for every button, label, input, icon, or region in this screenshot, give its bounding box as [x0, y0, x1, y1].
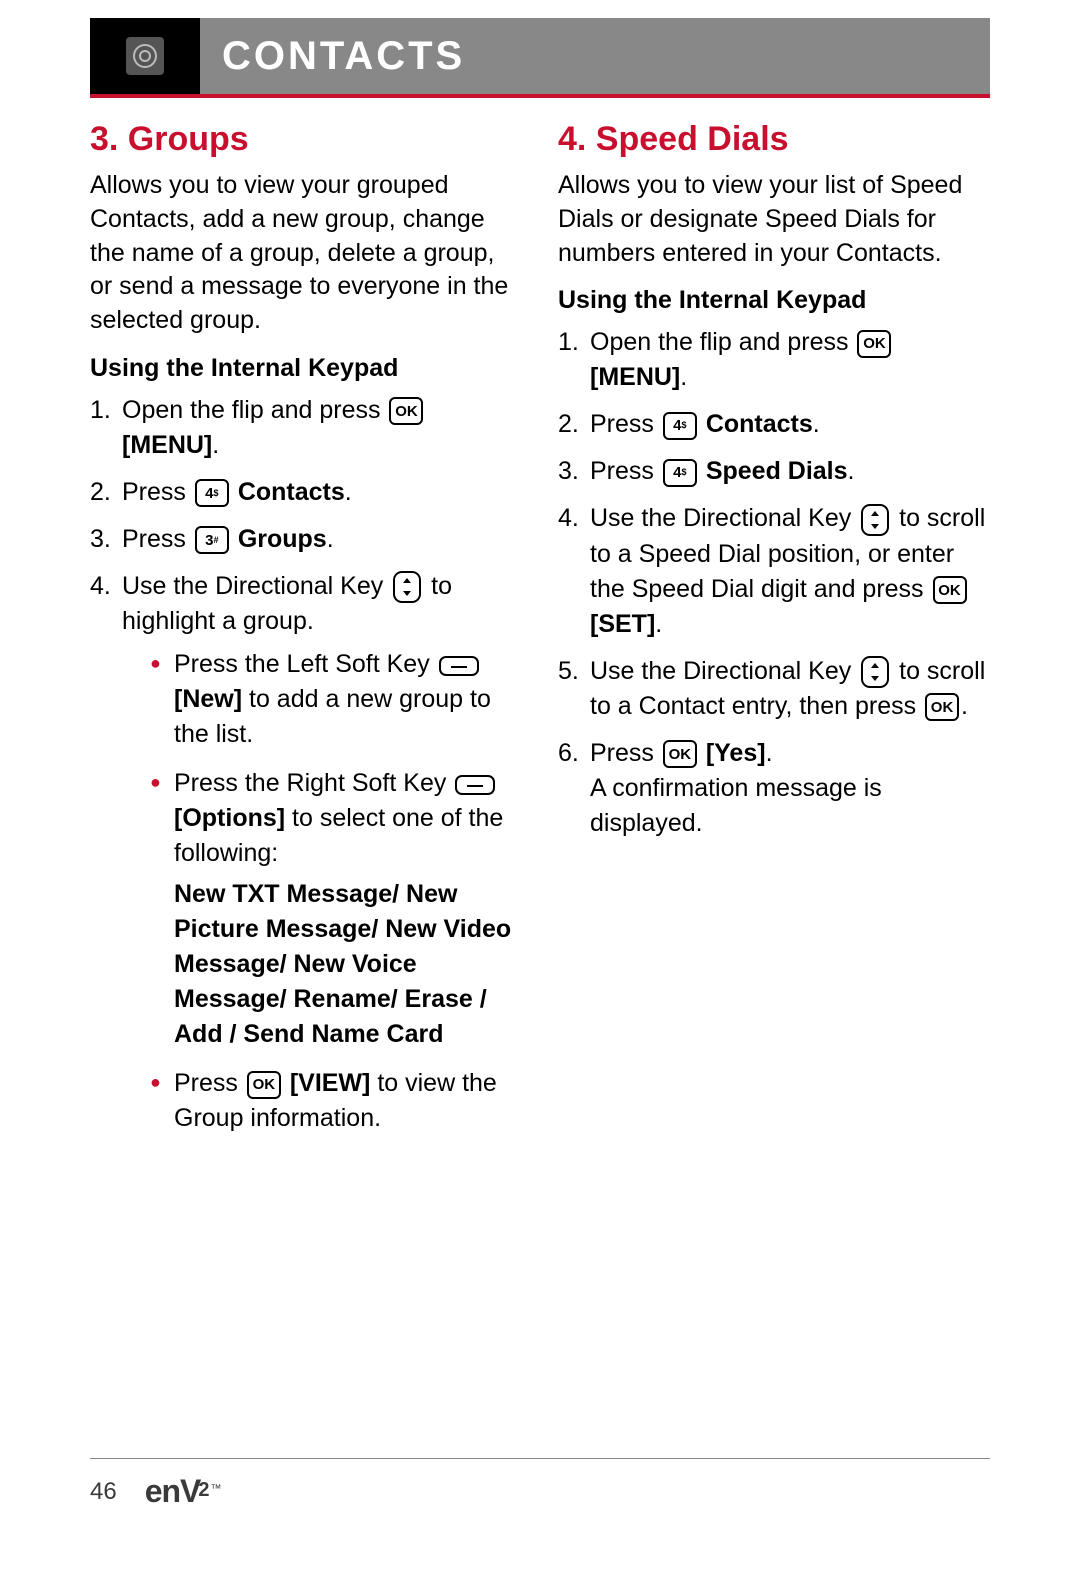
- key-4-icon: 4$: [663, 412, 697, 440]
- key-4-icon: 4$: [195, 479, 229, 507]
- right-soft-key-icon: [455, 775, 495, 795]
- directional-key-icon: [860, 655, 890, 689]
- bullet-text: Press the Right Soft Key: [174, 769, 453, 797]
- period: .: [961, 692, 968, 720]
- ok-key-icon: OK: [933, 576, 967, 604]
- step-item: Use the Directional Key to scroll to a S…: [558, 501, 990, 641]
- menu-label: [MENU]: [122, 431, 212, 459]
- set-label: [SET]: [590, 610, 655, 638]
- bullet-item: Press OK [VIEW] to view the Group inform…: [150, 1066, 522, 1136]
- period: .: [813, 410, 820, 438]
- section-heading-groups: 3. Groups: [90, 120, 522, 159]
- period: .: [212, 431, 219, 459]
- step-item: Press 4$ Speed Dials.: [558, 454, 990, 489]
- brand-part: en: [145, 1473, 180, 1510]
- step-item: Open the flip and press OK [MENU].: [558, 325, 990, 395]
- header-icon-block: [90, 18, 200, 94]
- step-item: Use the Directional Key to scroll to a C…: [558, 654, 990, 724]
- step-text: Press: [590, 739, 661, 767]
- steps-list-left: Open the flip and press OK [MENU]. Press…: [90, 393, 522, 1136]
- bullet-text: Press the Left Soft Key: [174, 650, 437, 678]
- steps-list-right: Open the flip and press OK [MENU]. Press…: [558, 325, 990, 841]
- contacts-app-icon: [126, 37, 164, 75]
- step-item: Open the flip and press OK [MENU].: [90, 393, 522, 463]
- bullet-item: Press the Left Soft Key [New] to add a n…: [150, 647, 522, 752]
- period: .: [680, 363, 687, 391]
- section-heading-speed: 4. Speed Dials: [558, 120, 990, 159]
- step-item: Press OK [Yes]. A confirmation message i…: [558, 736, 990, 841]
- directional-key-icon: [860, 503, 890, 537]
- key-3-icon: 3#: [195, 526, 229, 554]
- directional-key-icon: [392, 570, 422, 604]
- period: .: [848, 457, 855, 485]
- view-label: [VIEW]: [290, 1069, 371, 1097]
- step-text: Use the Directional Key: [590, 657, 858, 685]
- step-item: Press 4$ Contacts.: [90, 475, 522, 510]
- left-soft-key-icon: [439, 656, 479, 676]
- subheading-keypad-right: Using the Internal Keypad: [558, 286, 990, 315]
- step-text: Open the flip and press: [122, 396, 387, 424]
- contacts-label: Contacts: [706, 410, 813, 438]
- right-column: 4. Speed Dials Allows you to view your l…: [558, 120, 990, 1150]
- groups-label: Groups: [238, 525, 327, 553]
- step-text: Open the flip and press: [590, 328, 855, 356]
- period: .: [655, 610, 662, 638]
- subheading-keypad-left: Using the Internal Keypad: [90, 354, 522, 383]
- brand-sup: 2: [198, 1479, 208, 1502]
- speed-label: Speed Dials: [706, 457, 848, 485]
- page-footer: 46 enV2™: [90, 1458, 990, 1510]
- step-item: Use the Directional Key to highlight a g…: [90, 569, 522, 1136]
- step-text: A confirmation message is displayed.: [590, 774, 882, 837]
- left-column: 3. Groups Allows you to view your groupe…: [90, 120, 522, 1150]
- trademark-icon: ™: [211, 1483, 221, 1495]
- page-number: 46: [90, 1478, 117, 1506]
- options-detail: New TXT Message/ New Picture Message/ Ne…: [174, 877, 522, 1052]
- period: .: [327, 525, 334, 553]
- ok-key-icon: OK: [857, 330, 891, 358]
- brand-part: V: [180, 1473, 200, 1510]
- page-title: CONTACTS: [200, 18, 990, 94]
- step-item: Press 4$ Contacts.: [558, 407, 990, 442]
- bullet-text: Press: [174, 1069, 245, 1097]
- ok-key-icon: OK: [663, 740, 697, 768]
- brand-logo: enV2™: [145, 1473, 221, 1510]
- header-bar: CONTACTS: [90, 18, 990, 98]
- yes-label: [Yes]: [706, 739, 766, 767]
- new-label: [New]: [174, 685, 242, 713]
- ok-key-icon: OK: [247, 1071, 281, 1099]
- step-text: Press: [590, 457, 661, 485]
- step-item: Press 3# Groups.: [90, 522, 522, 557]
- contacts-label: Contacts: [238, 478, 345, 506]
- sub-bullets: Press the Left Soft Key [New] to add a n…: [122, 647, 522, 1136]
- ok-key-icon: OK: [389, 397, 423, 425]
- options-label: [Options]: [174, 804, 285, 832]
- key-4-icon: 4$: [663, 459, 697, 487]
- step-text: Press: [590, 410, 661, 438]
- step-text: Press: [122, 525, 193, 553]
- period: .: [345, 478, 352, 506]
- ok-key-icon: OK: [925, 693, 959, 721]
- step-text: Use the Directional Key: [590, 504, 858, 532]
- period: .: [766, 739, 773, 767]
- groups-intro: Allows you to view your grouped Contacts…: [90, 169, 522, 338]
- bullet-item: Press the Right Soft Key [Options] to se…: [150, 766, 522, 1052]
- step-text: Use the Directional Key: [122, 572, 390, 600]
- speed-intro: Allows you to view your list of Speed Di…: [558, 169, 990, 270]
- content-area: 3. Groups Allows you to view your groupe…: [0, 98, 1080, 1150]
- step-text: Press: [122, 478, 193, 506]
- menu-label: [MENU]: [590, 363, 680, 391]
